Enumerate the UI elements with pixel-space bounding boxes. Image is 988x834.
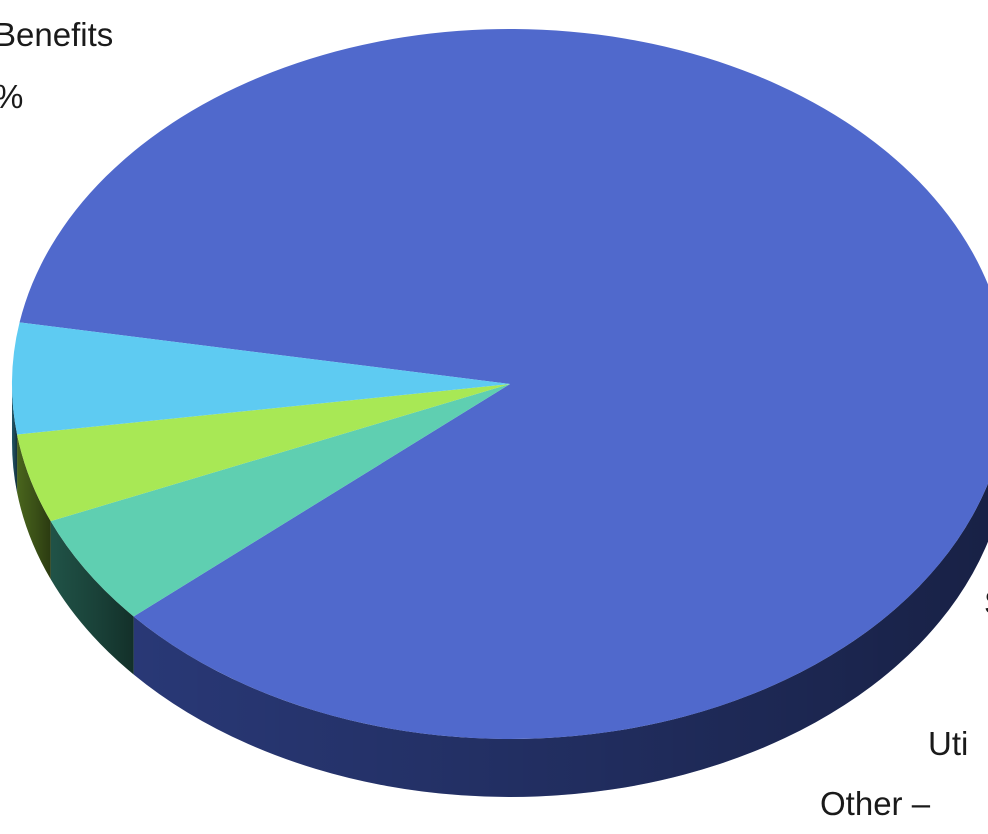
- slice-salaries-and-benefits: [19, 29, 988, 739]
- pie-labels: Benefits % S Uti Other –: [0, 16, 988, 822]
- slice-label-other: Other –: [820, 785, 931, 822]
- slice-s: [11, 322, 510, 435]
- slice-side-shade-salaries-and-benefits: [133, 483, 988, 797]
- slice-label-salaries-percent: %: [0, 78, 23, 115]
- pie-side-walls: [12, 384, 988, 797]
- slice-label-utilities: Uti: [928, 725, 968, 762]
- slice-label-s: S: [984, 584, 988, 621]
- slice-other: [50, 384, 510, 617]
- slice-side-shade-other: [50, 521, 134, 675]
- slice-side-shade-s: [12, 384, 18, 493]
- slice-label-salaries: Benefits: [0, 16, 113, 53]
- slice-utilities: [17, 384, 511, 522]
- pie-top-faces: [11, 29, 988, 739]
- slice-side-shade-utilities: [17, 434, 51, 580]
